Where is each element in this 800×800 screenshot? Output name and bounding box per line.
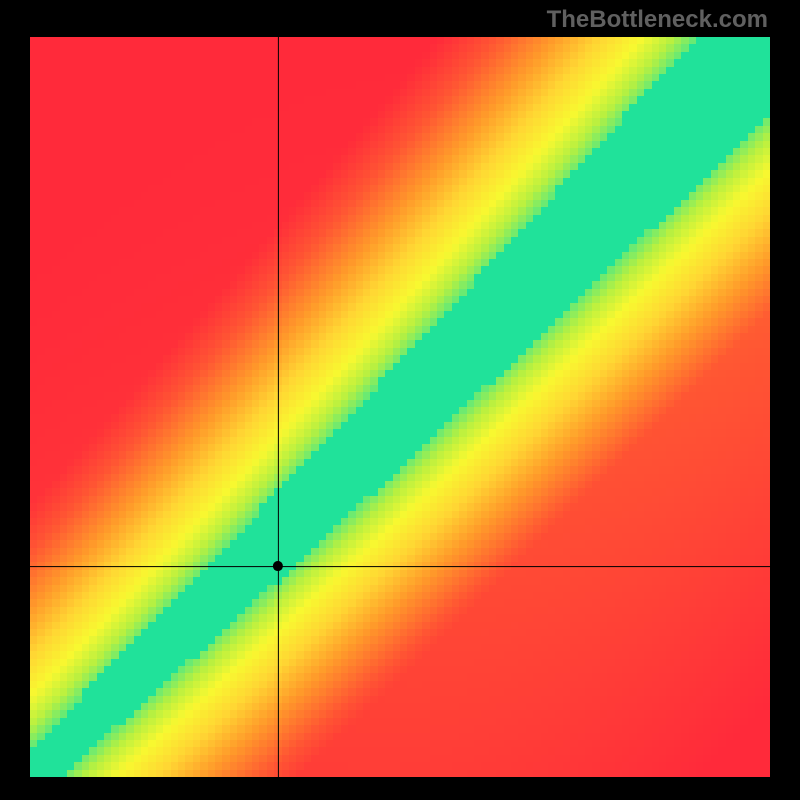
watermark-text: TheBottleneck.com (547, 6, 768, 34)
bottleneck-heatmap (30, 37, 770, 777)
chart-container: TheBottleneck.com (0, 0, 800, 800)
